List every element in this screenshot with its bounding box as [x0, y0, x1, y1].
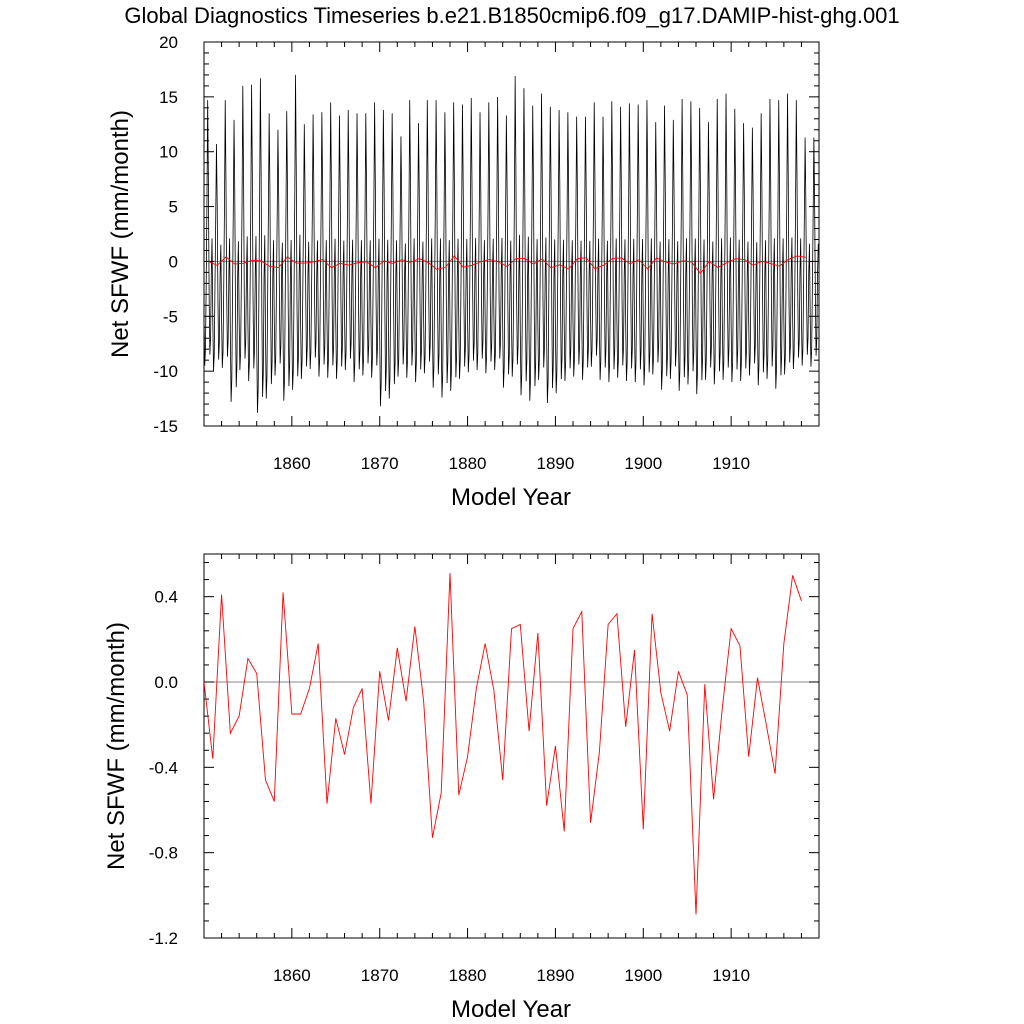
- chart-title: Global Diagnostics Timeseries b.e21.B185…: [124, 3, 899, 28]
- y-tick-label: 15: [159, 88, 178, 107]
- x-tick-label: 1900: [624, 966, 662, 985]
- x-tick-label: 1860: [273, 454, 311, 473]
- y-tick-label: 0.0: [154, 673, 178, 692]
- y-tick-label: -15: [153, 417, 178, 436]
- bottom-x-axis-label: Model Year: [451, 996, 571, 1023]
- bottom-panel: Model Year Net SFWF (mm/month) 1860 1870 1…: [103, 553, 820, 1023]
- top-annual-series-line: [208, 255, 806, 275]
- x-tick-label: 1870: [361, 454, 399, 473]
- y-tick-label: 10: [159, 143, 178, 162]
- x-tick-label: 1880: [449, 454, 487, 473]
- top-plot-frame: [203, 41, 820, 427]
- x-tick-label: 1890: [537, 454, 575, 473]
- top-x-axis-label: Model Year: [451, 484, 571, 511]
- x-tick-label: 1860: [273, 966, 311, 985]
- bottom-y-axis-label: Net SFWF (mm/month): [103, 622, 130, 870]
- y-tick-label: -0.8: [149, 844, 178, 863]
- y-tick-label: 20: [159, 33, 178, 52]
- x-tick-label: 1910: [712, 966, 750, 985]
- x-tick-label: 1870: [361, 966, 399, 985]
- top-y-axis-label: Net SFWF (mm/month): [107, 110, 134, 358]
- y-tick-label: -1.2: [149, 929, 178, 948]
- top-monthly-series-line: [204, 74, 819, 413]
- x-tick-label: 1880: [449, 966, 487, 985]
- bottom-annual-series-line: [204, 573, 802, 915]
- y-tick-label: -0.4: [149, 758, 178, 777]
- x-tick-label: 1890: [537, 966, 575, 985]
- y-tick-label: 0: [169, 252, 178, 271]
- x-tick-label: 1900: [624, 454, 662, 473]
- top-panel: Model Year Net SFWF (mm/month) 1860 1870 1…: [107, 33, 820, 511]
- y-tick-label: 0.4: [154, 588, 178, 607]
- bottom-plot-frame: [203, 553, 820, 939]
- y-tick-label: -5: [163, 307, 178, 326]
- x-tick-label: 1910: [712, 454, 750, 473]
- y-tick-label: 5: [169, 198, 178, 217]
- y-tick-label: -10: [153, 362, 178, 381]
